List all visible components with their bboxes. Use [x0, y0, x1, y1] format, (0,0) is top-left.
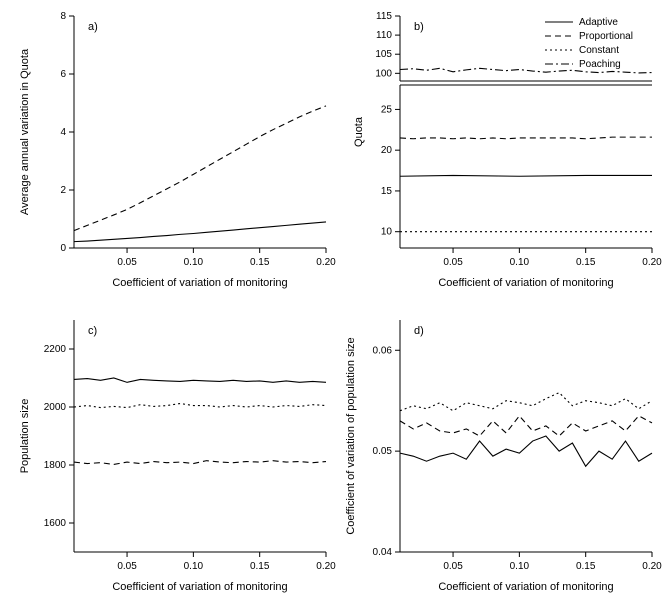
svg-text:0: 0 [60, 243, 66, 254]
svg-text:2: 2 [60, 185, 66, 196]
legend-label: Constant [579, 45, 619, 56]
panel-label: d) [414, 325, 424, 337]
svg-text:105: 105 [375, 49, 392, 60]
series-adaptive [400, 175, 652, 176]
svg-text:6: 6 [60, 69, 66, 80]
svg-text:0.05: 0.05 [117, 257, 137, 268]
series-proportional [400, 137, 652, 139]
svg-text:0.15: 0.15 [576, 561, 596, 572]
chart-svg: 0 2 4 6 8 0.05 0.10 0.15 0.20 a) Coefficient of va… [0, 0, 666, 605]
svg-text:110: 110 [376, 30, 392, 41]
legend: Adaptive Proportional Constant Poaching [545, 17, 633, 70]
svg-text:0.20: 0.20 [316, 257, 336, 268]
series-adaptive [74, 378, 326, 382]
svg-text:0.05: 0.05 [373, 446, 393, 457]
y-axis-label: Quota [353, 116, 365, 147]
svg-text:0.06: 0.06 [373, 345, 393, 356]
series-proportional [74, 461, 326, 465]
figure-container: 0 2 4 6 8 0.05 0.10 0.15 0.20 a) Coefficient of va… [0, 0, 666, 605]
y-axis-label: Average annual variation in Quota [19, 48, 31, 215]
svg-text:1600: 1600 [44, 518, 67, 529]
svg-text:2000: 2000 [44, 402, 67, 413]
legend-label: Poaching [579, 59, 621, 70]
svg-text:0.15: 0.15 [250, 561, 270, 572]
svg-text:115: 115 [376, 11, 392, 22]
svg-text:0.10: 0.10 [510, 561, 530, 572]
y-axis-label: Coefficient of variation of population s… [345, 337, 357, 534]
svg-text:15: 15 [381, 186, 393, 197]
panel-a: 0 2 4 6 8 0.05 0.10 0.15 0.20 a) Coefficient of va… [19, 11, 336, 289]
panel-c: 1600 1800 2000 2200 0.05 0.10 0.15 0.20 c) Coeffi… [19, 320, 336, 593]
svg-text:0.20: 0.20 [642, 561, 662, 572]
svg-text:20: 20 [381, 145, 393, 156]
panel-d: 0.04 0.05 0.06 0.05 0.10 0.15 0.20 d) Coefficien… [345, 320, 662, 593]
svg-text:0.10: 0.10 [184, 561, 204, 572]
panel-label: c) [88, 325, 97, 337]
svg-text:0.10: 0.10 [510, 257, 530, 268]
svg-text:0.20: 0.20 [642, 257, 662, 268]
svg-text:0.15: 0.15 [576, 257, 596, 268]
series-adaptive [74, 222, 326, 242]
x-axis-label: Coefficient of variation of monitoring [438, 277, 613, 289]
svg-text:25: 25 [381, 104, 393, 115]
svg-text:1800: 1800 [44, 460, 67, 471]
series-adaptive [400, 436, 652, 466]
x-axis-label: Coefficient of variation of monitoring [438, 581, 613, 593]
svg-text:0.05: 0.05 [443, 561, 463, 572]
svg-text:0.05: 0.05 [443, 257, 463, 268]
series-proportional [74, 106, 326, 231]
svg-text:8: 8 [60, 11, 66, 22]
panel-label: b) [414, 21, 424, 33]
svg-text:0.20: 0.20 [316, 561, 336, 572]
svg-text:2200: 2200 [44, 344, 67, 355]
svg-text:0.10: 0.10 [184, 257, 204, 268]
series-constant [400, 393, 652, 411]
panel-label: a) [88, 21, 98, 33]
series-constant [74, 404, 326, 408]
svg-text:4: 4 [60, 127, 66, 138]
svg-text:0.04: 0.04 [373, 547, 393, 558]
svg-text:0.15: 0.15 [250, 257, 270, 268]
legend-label: Proportional [579, 31, 633, 42]
svg-text:10: 10 [381, 227, 393, 238]
y-axis-label: Population size [19, 399, 31, 474]
series-proportional [400, 416, 652, 436]
svg-text:0.05: 0.05 [117, 561, 137, 572]
legend-label: Adaptive [579, 17, 618, 28]
x-axis-label: Coefficient of variation of monitoring [112, 277, 287, 289]
x-axis-label: Coefficient of variation of monitoring [112, 581, 287, 593]
svg-text:100: 100 [375, 68, 392, 79]
